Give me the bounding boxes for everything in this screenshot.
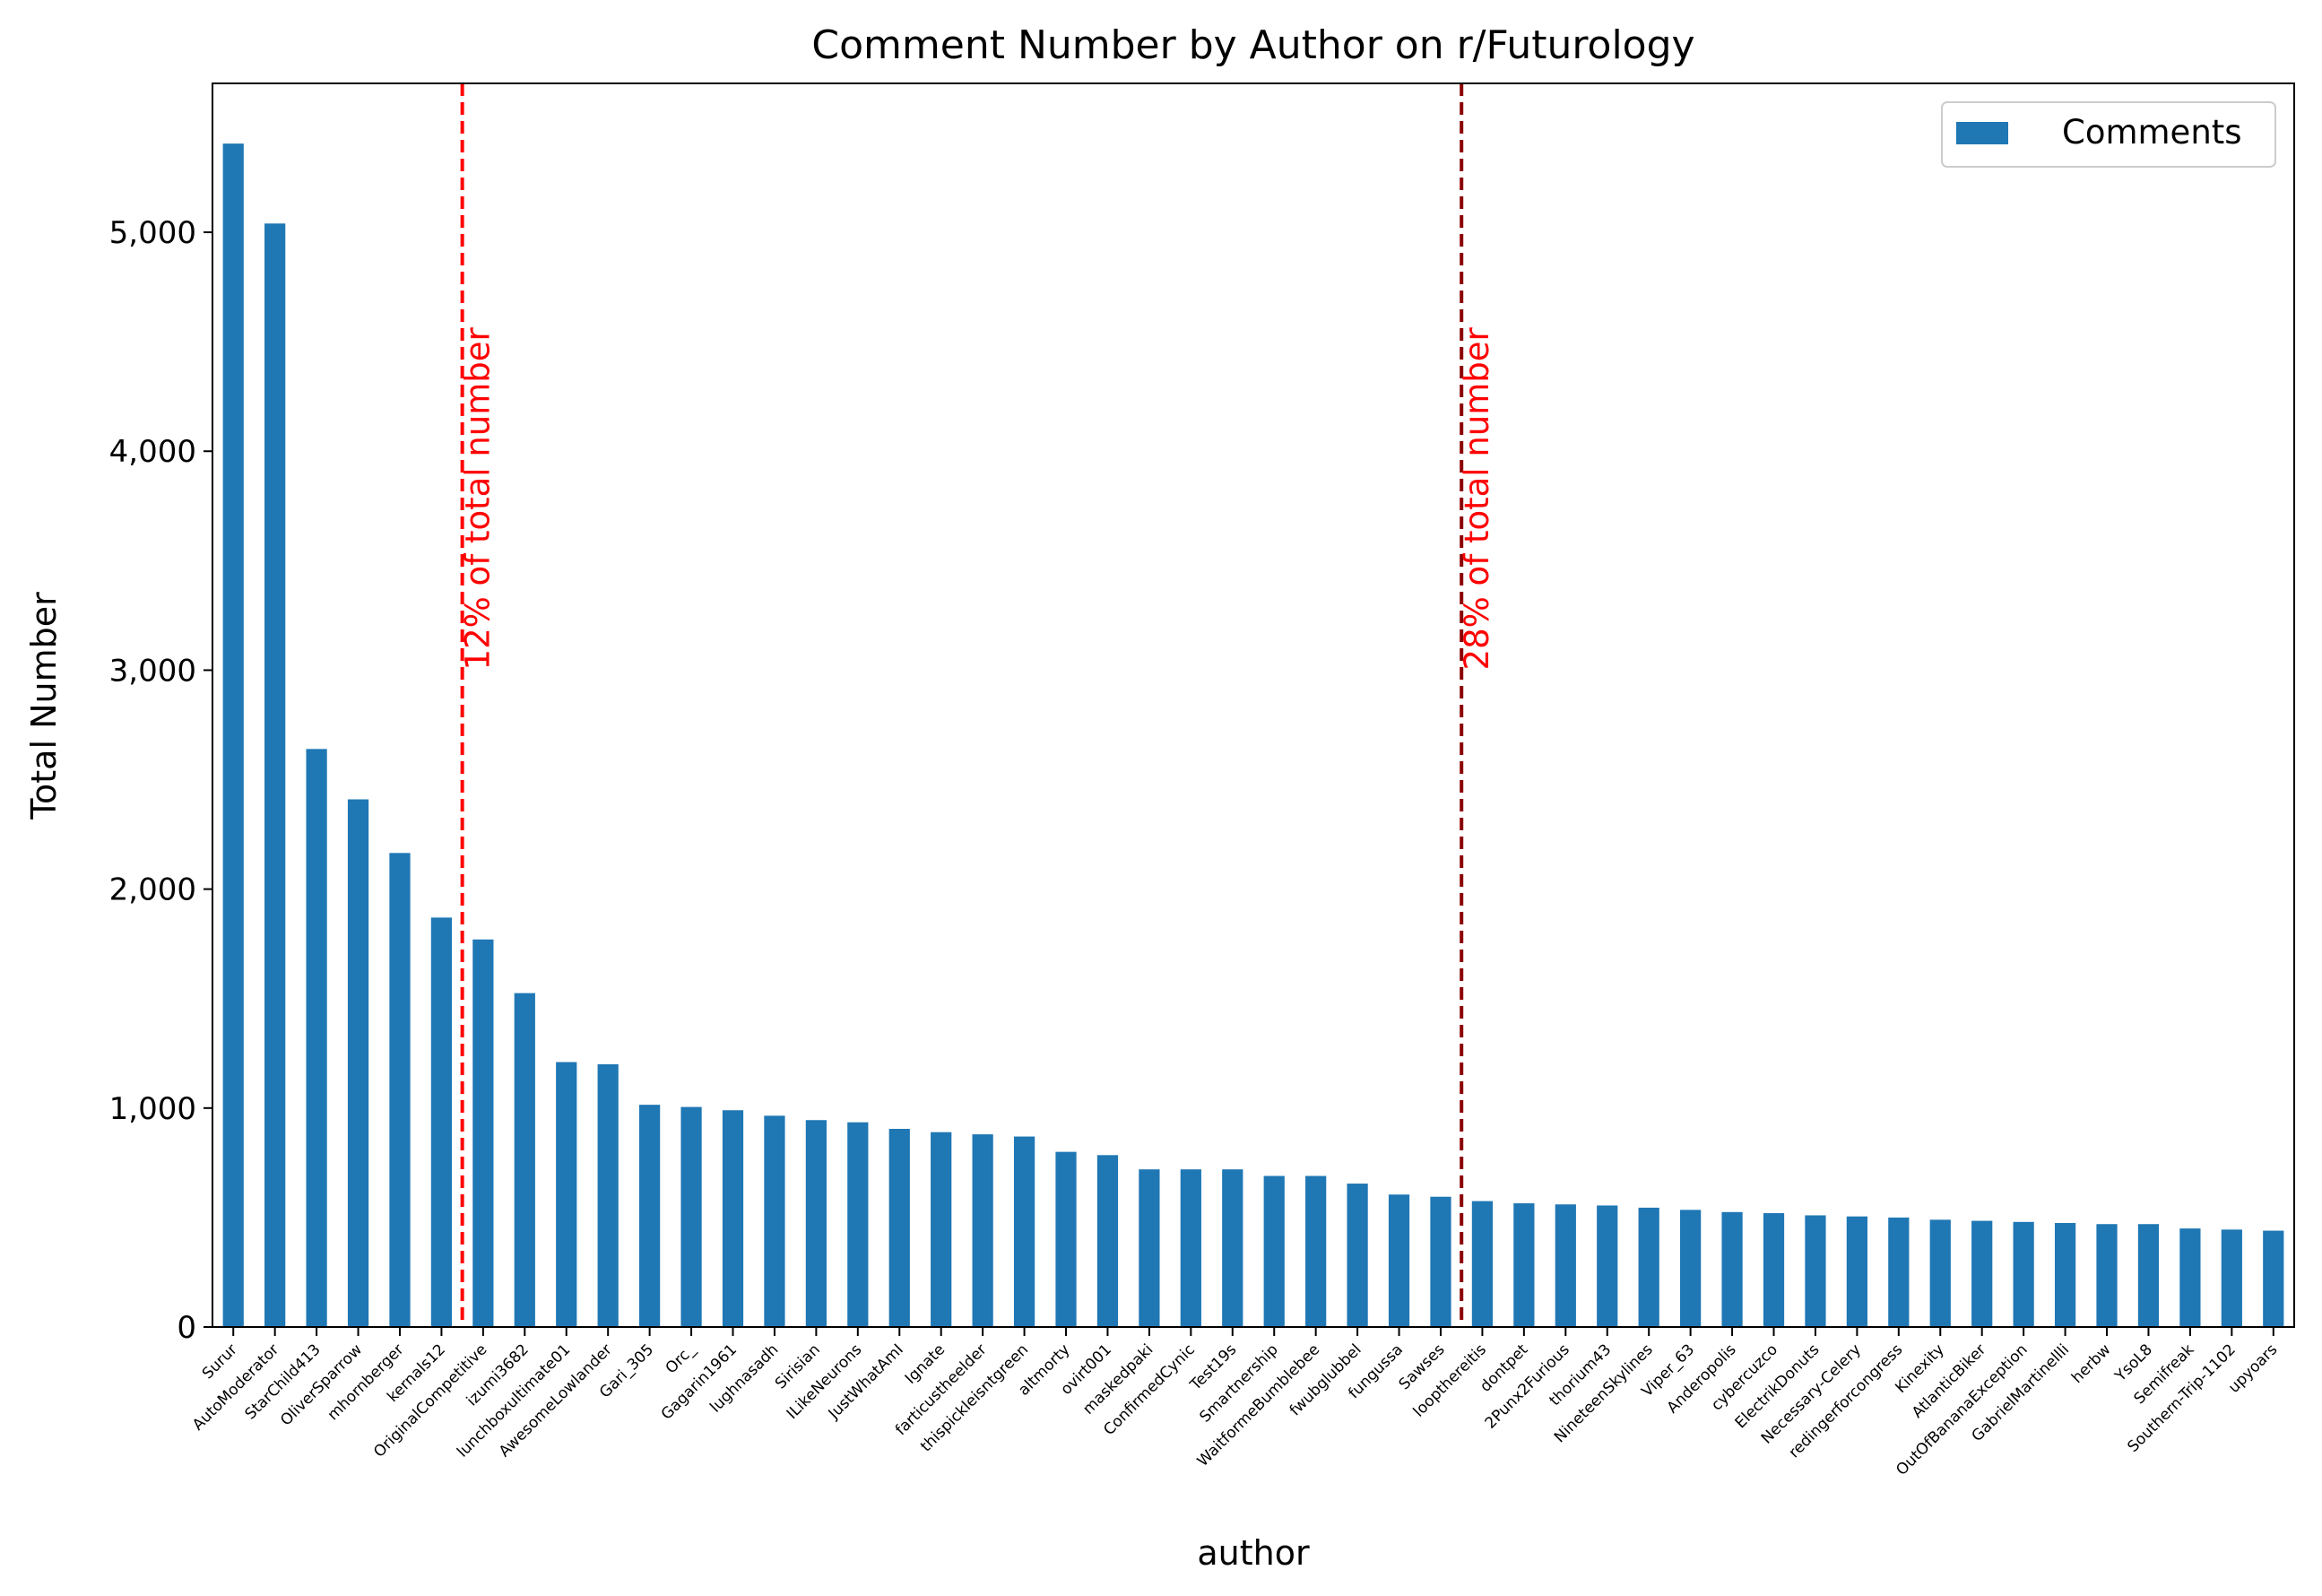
reference-line-label: 28% of total number (1458, 326, 1496, 670)
bar-OliverSparrow (347, 799, 369, 1327)
bar-NineteenSkylines (1638, 1207, 1659, 1327)
bar-Ignate (931, 1132, 952, 1327)
bar-maskedpaki (1139, 1169, 1160, 1327)
bar-JustWhatAmI (888, 1129, 910, 1327)
y-tick-label: 1,000 (109, 1091, 196, 1127)
bar-2Punx2Furious (1555, 1204, 1576, 1327)
bar-upyoars (2263, 1230, 2284, 1327)
bar-lughnasadh (764, 1115, 785, 1327)
y-tick-label: 0 (177, 1310, 196, 1346)
reference-lines-group: 12% of total number 28% of total number (459, 83, 1496, 1327)
bar-Necessary-Celery (1846, 1216, 1867, 1327)
bar-Semifreak (2179, 1228, 2201, 1327)
y-tick-label: 4,000 (109, 434, 196, 470)
bar-redingerforcongress (1888, 1217, 1910, 1327)
y-tick-label: 2,000 (109, 872, 196, 908)
bar-kernals12 (430, 917, 453, 1327)
bar-dontpet (1513, 1203, 1535, 1327)
y-tick-label: 3,000 (109, 653, 196, 689)
bar-GabrielMartinellli (2054, 1223, 2076, 1327)
bar-ovirt001 (1096, 1155, 1119, 1327)
bar-Kinexity (1929, 1219, 1951, 1327)
bar-OriginalCompetitive (472, 939, 494, 1327)
bar-ILikeNeurons (847, 1122, 869, 1327)
legend-swatch (1956, 122, 2008, 144)
reference-line-label: 12% of total number (459, 326, 498, 670)
x-axis-label: author (1197, 1533, 1310, 1573)
y-axis: 0 1,000 2,000 3,000 4,000 5,000 (109, 215, 212, 1346)
legend: Comments (1941, 101, 2276, 168)
bar-cybercuzco (1763, 1213, 1785, 1327)
bar-OutOfBananaException (2013, 1221, 2034, 1327)
bar-loopthereitis (1471, 1201, 1494, 1327)
bar-YsoL8 (2137, 1224, 2160, 1327)
bar-Orc_ (680, 1106, 702, 1327)
bar-altmorty (1055, 1151, 1077, 1327)
bar-ElectrikDonuts (1805, 1215, 1826, 1327)
bar-Viper_63 (1680, 1210, 1702, 1327)
bar-AutoModerator (264, 223, 286, 1327)
y-tick-label: 5,000 (109, 215, 196, 251)
plot-frame (212, 82, 2295, 1328)
bar-thorium43 (1597, 1205, 1618, 1327)
bar-Smartnership (1263, 1175, 1285, 1327)
bar-AtlanticBiker (1971, 1220, 1993, 1327)
bar-Anderopolis (1721, 1211, 1743, 1327)
bar-Gagarin1961 (722, 1110, 744, 1327)
bar-Gari_305 (639, 1105, 661, 1327)
bar-Test19s (1222, 1169, 1243, 1327)
bar-StarChild413 (306, 749, 327, 1327)
bar-Sirisian (805, 1120, 827, 1327)
bar-Sawses (1430, 1196, 1451, 1327)
bar-Southern-Trip-1102 (2221, 1229, 2242, 1327)
bar-thispickleisntgreen (1013, 1136, 1035, 1327)
bar-AwesomeLowlander (597, 1063, 619, 1327)
legend-label-comments: Comments (2062, 113, 2242, 152)
bar-Surur (222, 143, 244, 1327)
bar-fungussa (1388, 1194, 1410, 1327)
y-axis-label: Total Number (24, 592, 64, 820)
bar-izumi3682 (514, 993, 535, 1327)
bar-herbw (2096, 1224, 2118, 1327)
bar-mhornberger (389, 853, 411, 1327)
bar-farticustheelder (972, 1134, 993, 1327)
legend-box (1941, 101, 2276, 168)
bars-group (222, 143, 2284, 1327)
bar-lunchboxultimate01 (556, 1062, 577, 1327)
chart-title: Comment Number by Author on r/Futurology (811, 22, 1694, 68)
bar-ConfirmedCynic (1180, 1169, 1201, 1327)
bar-WaitformeBumblebee (1305, 1175, 1327, 1327)
bar-fwubglubbel (1347, 1184, 1368, 1327)
